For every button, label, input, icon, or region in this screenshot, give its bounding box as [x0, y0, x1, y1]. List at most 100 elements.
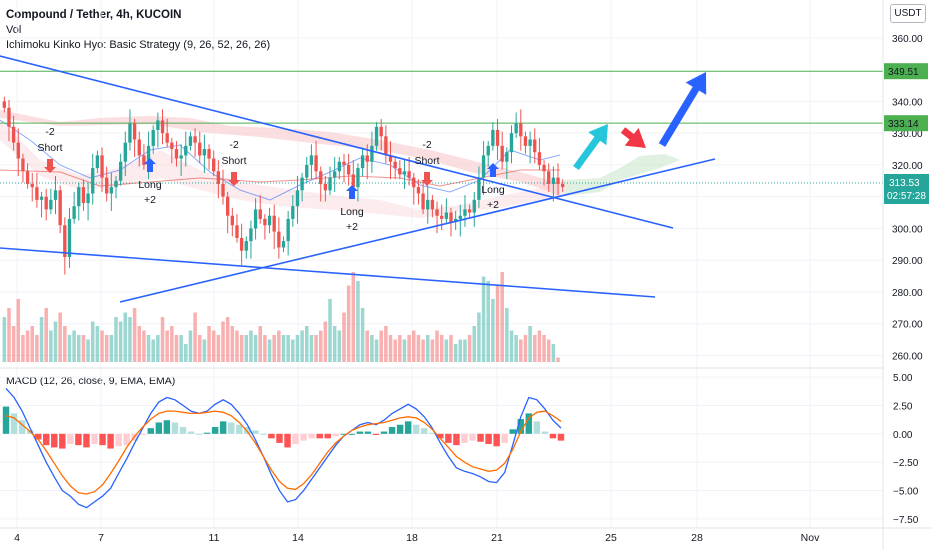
- signal-label: Long: [481, 184, 505, 196]
- current-price-tag: [884, 174, 929, 204]
- candle-body: [221, 183, 225, 197]
- volume-bar: [495, 285, 500, 362]
- macd-histogram-bar: [445, 433, 452, 443]
- currency-button[interactable]: USDT: [890, 4, 926, 23]
- volume-bar: [407, 335, 411, 362]
- volume-bar: [551, 344, 556, 362]
- candle-body: [472, 199, 476, 213]
- macd-histogram-bar: [163, 420, 171, 434]
- macd-histogram-bar: [348, 433, 356, 435]
- candle-body: [379, 126, 383, 137]
- volume-bar: [53, 321, 58, 362]
- macd-histogram-bar: [75, 433, 82, 446]
- candle-body: [118, 161, 123, 181]
- volume-bar: [365, 330, 370, 362]
- candle-body: [319, 171, 323, 184]
- macd-histogram-bar: [18, 420, 26, 434]
- volume-bar: [90, 321, 95, 362]
- macd-histogram-bar: [260, 433, 267, 435]
- volume-bar: [225, 317, 230, 362]
- macd-tick-label: −7.50: [893, 515, 919, 526]
- macd-histogram-bar: [453, 433, 460, 446]
- candle-body: [258, 209, 262, 219]
- candle-body: [235, 225, 239, 238]
- volume-bar: [21, 335, 25, 362]
- cloud-red-lower: [0, 120, 565, 218]
- volume-bar: [151, 339, 155, 362]
- candle-body: [453, 218, 458, 223]
- candle-body: [105, 177, 109, 194]
- volume-bar: [537, 330, 542, 362]
- macd-histogram-bar: [437, 433, 444, 439]
- volume-bar: [472, 326, 477, 362]
- volume-bar: [184, 344, 188, 362]
- candle-body: [551, 177, 556, 184]
- macd-histogram-bar: [115, 433, 122, 447]
- volume-bar: [337, 330, 342, 362]
- long-arrow-icon: [346, 185, 358, 199]
- macd-legend: MACD (12, 26, close, 9, EMA, EMA): [6, 375, 176, 387]
- volume-bar: [398, 335, 402, 362]
- signal-value: -2: [45, 126, 54, 138]
- volume-bar: [230, 326, 235, 362]
- candle-body: [156, 120, 160, 130]
- macd-histogram-bar: [332, 433, 339, 437]
- macd-histogram-bar: [99, 433, 106, 446]
- candle-body: [77, 187, 81, 207]
- candle-body: [416, 187, 421, 194]
- volume-bar: [439, 335, 444, 362]
- volume-bar: [7, 308, 11, 362]
- candle-body: [309, 155, 314, 165]
- volume-bar: [100, 330, 104, 362]
- macd-histogram-bar: [308, 433, 315, 439]
- trendline: [0, 55, 674, 229]
- macd-histogram-bar: [404, 421, 412, 434]
- volume-bar: [384, 326, 388, 362]
- macd-histogram-bar: [236, 424, 243, 434]
- macd-histogram-bar: [195, 433, 203, 435]
- volume-bar: [449, 335, 453, 362]
- signal-label: Long: [340, 206, 364, 218]
- candle-body: [463, 209, 467, 216]
- volume-bar: [207, 326, 211, 362]
- volume-bar: [128, 317, 132, 362]
- volume-bar: [211, 330, 216, 362]
- candle-body: [360, 155, 365, 169]
- volume-bar: [328, 299, 332, 362]
- volume-bar: [39, 317, 44, 362]
- candle-body: [295, 190, 300, 207]
- candle-body: [365, 155, 369, 162]
- macd-histogram-bar: [316, 433, 323, 439]
- forecast-arrows: [573, 72, 707, 171]
- candle-body: [86, 193, 90, 204]
- volume-bar: [295, 335, 300, 362]
- candle-body: [109, 187, 114, 194]
- volume-bar: [239, 335, 244, 362]
- candle-body: [91, 168, 95, 194]
- macd-histogram-bar: [509, 429, 516, 434]
- candle-body: [151, 129, 155, 146]
- macd-tick-label: 0.00: [893, 430, 913, 441]
- macd-histogram-bar: [276, 433, 283, 443]
- candle-body: [370, 145, 374, 162]
- macd-histogram-bar: [549, 433, 557, 439]
- candle-body: [337, 161, 342, 172]
- macd-histogram-bar: [228, 422, 235, 434]
- signal-label: Short: [221, 155, 246, 167]
- volume-bar: [123, 312, 128, 362]
- volume-bar: [235, 330, 239, 362]
- volume-bar: [160, 317, 165, 362]
- signal-value: +2: [346, 221, 358, 233]
- candle-body: [114, 180, 118, 188]
- tenkan-line: [0, 119, 561, 201]
- macd-histogram-bar: [91, 433, 98, 445]
- candle-body: [281, 241, 286, 248]
- candle-body: [458, 215, 462, 219]
- price-levels: [0, 70, 883, 184]
- macd-histogram-bar: [421, 428, 428, 434]
- candle-body: [495, 129, 500, 146]
- macd-histogram-bar: [340, 433, 348, 435]
- macd-histogram-bar: [284, 433, 291, 448]
